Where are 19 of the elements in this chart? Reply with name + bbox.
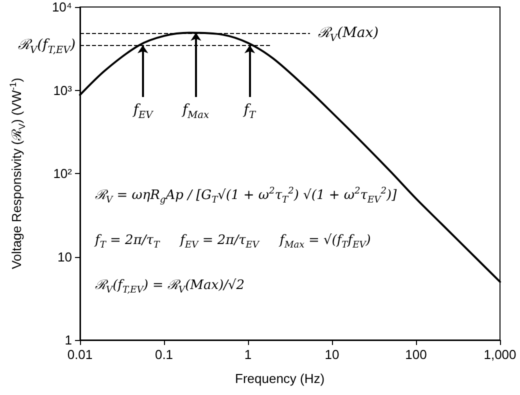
x-tick-label: 0.1: [154, 347, 174, 362]
ref-line-label: ℛ$_{V}$(f$_{T,EV}$): [18, 37, 76, 56]
x-tick-label: 0.01: [67, 347, 93, 362]
y-tick-label: 10²: [53, 166, 73, 181]
x-axis-title: Frequency (Hz): [235, 371, 325, 386]
y-tick-label: 10: [58, 249, 72, 264]
y-tick-label: 10³: [53, 82, 73, 98]
y-tick-label: 1: [64, 332, 72, 348]
x-tick-label: 1,000: [484, 347, 516, 362]
x-tick-label: 1: [244, 347, 252, 362]
ref-line-label: ℛ$_{V}$(Max): [318, 24, 379, 44]
formula-text: f$_{T}$ = 2π/τ$_{T}$ f$_{EV}$ = 2π/τ$_{EV}$ f$_{Max}$ = √(f$_{T}$f$_{EV}$): [95, 234, 371, 246]
annotation: f$_{Max}$: [182, 102, 210, 121]
annotation: f$_{EV}$: [133, 102, 153, 121]
annotation: f$_{T}$: [244, 102, 256, 121]
x-tick-label: 100: [405, 347, 427, 362]
formula-text: ℛ$_{V}$(f$_{T,EV}$) = ℛ$_{V}$(Max)/√2: [95, 278, 245, 292]
x-tick-label: 10: [324, 347, 340, 362]
y-tick-label: 10⁴: [52, 0, 72, 14]
